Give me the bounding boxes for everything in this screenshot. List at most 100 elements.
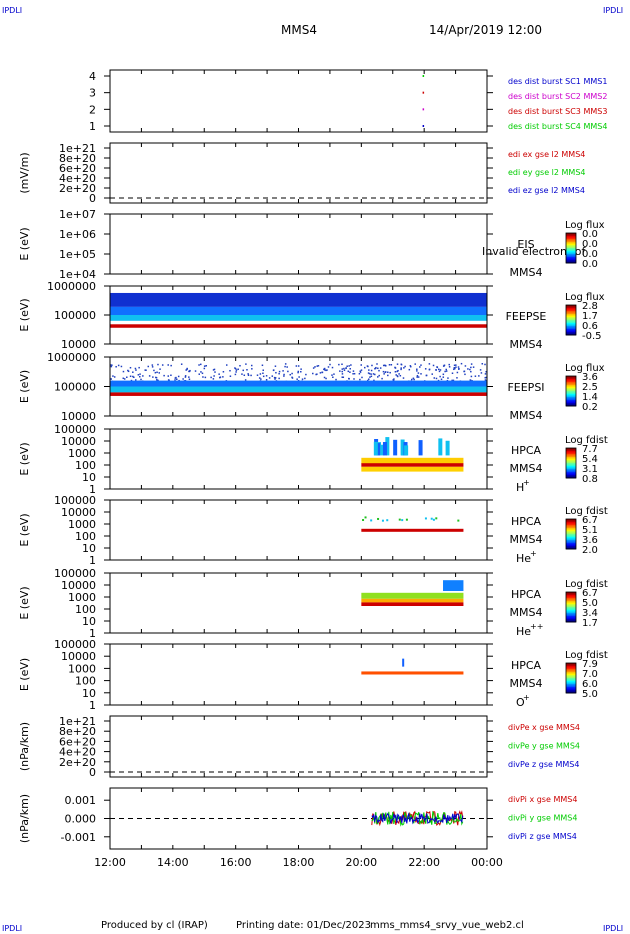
spectrogram-speck (243, 374, 246, 377)
y-tick-label: 100000 (54, 567, 96, 580)
y-tick-label: -0.001 (61, 831, 96, 844)
spectrogram-speck (470, 363, 473, 365)
spectrogram-speck (138, 366, 140, 369)
spectrogram-speck (361, 376, 363, 379)
footer-produced-by: Produced by cl (IRAP) (101, 920, 208, 931)
colorbar-cell (566, 404, 576, 407)
colorbar-cell (566, 379, 576, 381)
colorbar-cell (566, 234, 576, 237)
spectrogram-speck (413, 378, 415, 381)
spectrogram-speck (400, 363, 403, 366)
colorbar-cell (566, 523, 576, 526)
spectrogram-speck (348, 377, 350, 380)
spectrogram-speck (159, 368, 161, 370)
spectrogram-speck (291, 376, 293, 379)
spectrogram-speck (389, 371, 391, 374)
colorbar-cell (566, 242, 576, 244)
spectrogram-speck (174, 377, 177, 379)
spectrogram-speck (139, 373, 141, 375)
spectrogram-speck (161, 364, 164, 366)
spectrogram-speck (439, 369, 442, 371)
colorbar-cell (566, 472, 576, 474)
y-tick-label: 6e+20 (59, 162, 96, 175)
spectrogram-speck (457, 519, 460, 522)
colorbar-tick-label: 0.0 (582, 249, 598, 260)
legend-entry: edi ey gse l2 MMS4 (508, 168, 586, 177)
colorbar-cell (566, 528, 576, 530)
spectrogram-speck (396, 363, 399, 365)
spectrogram-speck (447, 377, 449, 379)
colorbar-cell (566, 667, 576, 670)
spectrogram-speck (456, 377, 458, 379)
spectrogram-speck (398, 518, 401, 521)
spectrogram-speck (352, 373, 354, 375)
spectrogram-speck (364, 516, 367, 519)
y-tick-label: 1e+04 (59, 268, 96, 281)
spectrogram-speck (373, 441, 378, 456)
colorbar-cell (566, 394, 576, 396)
spectrogram-speck (433, 377, 436, 379)
spectrogram-speck (402, 658, 405, 667)
colorbar-tick-label: 3.1 (582, 464, 598, 475)
colorbar-cell (566, 400, 576, 402)
spectrogram-speck (424, 368, 427, 370)
y-axis-label: (nPa/km) (18, 794, 31, 843)
spectrogram-speck (425, 374, 428, 377)
spectrogram-speck (435, 369, 437, 371)
spectrogram-speck (261, 364, 264, 367)
spectrogram-speck (329, 363, 331, 366)
spectrogram-speck (182, 378, 184, 380)
spectrogram-speck (480, 372, 483, 374)
spectrogram-speck (213, 368, 216, 371)
instrument-label: FEEPSI (507, 381, 544, 394)
spectrogram-speck (127, 369, 129, 372)
colorbar-cell (566, 476, 576, 479)
spectrogram-speck (352, 370, 355, 372)
spectrogram-speck (326, 369, 328, 371)
colorbar-cell (566, 616, 576, 618)
colorbar-cell (566, 684, 576, 686)
spectrogram-speck (484, 363, 486, 366)
colorbar-cell (566, 239, 576, 241)
spectrogram-speck (284, 365, 286, 368)
spectrogram-speck (168, 379, 170, 382)
spectrogram-speck (271, 375, 274, 377)
y-tick-label: 1e+21 (59, 715, 96, 728)
colorbar-cell (566, 463, 576, 465)
spectrogram-speck (430, 517, 433, 520)
spectrogram-speck (341, 373, 344, 375)
y-tick-label: 100000 (54, 381, 96, 394)
colorbar-tick-label: 0.0 (582, 259, 598, 270)
spectrogram-speck (451, 372, 454, 374)
spectrogram-speck (485, 376, 488, 379)
colorbar-cell (566, 608, 576, 611)
burst-marker-sc1 (422, 125, 425, 127)
spectrogram-speck (368, 369, 370, 371)
legend-entry: edi ex gse l2 MMS4 (508, 150, 585, 159)
colorbar-cell (566, 526, 576, 529)
spectrogram-speck (484, 376, 486, 379)
colorbar-cell (566, 243, 576, 246)
spectrogram-speck (142, 375, 144, 377)
spectrogram-speck (201, 372, 204, 375)
colorbar-cell (566, 330, 576, 333)
colorbar-cell (566, 464, 576, 467)
spectrogram-speck (184, 376, 187, 378)
spectrogram-speck (174, 379, 176, 381)
legend-entry: divPi y gse MMS4 (508, 814, 577, 823)
y-tick-label: 10000 (61, 579, 96, 592)
spacecraft-label: MMS4 (510, 409, 543, 422)
panel-frame (109, 142, 488, 204)
burst-marker-sc3 (422, 91, 425, 94)
colorbar-tick-label: 1.7 (582, 311, 598, 322)
colorbar-cell (566, 610, 576, 612)
colorbar-title: Log flux (565, 363, 605, 374)
colorbar-cell (566, 312, 576, 315)
instrument-label: FEEPSE (506, 310, 547, 323)
spectrogram-speck (265, 378, 268, 381)
spectrogram-speck (186, 367, 188, 370)
y-axis-label: E (eV) (18, 442, 31, 475)
colorbar-cell (566, 460, 576, 462)
colorbar-cell (566, 596, 576, 599)
